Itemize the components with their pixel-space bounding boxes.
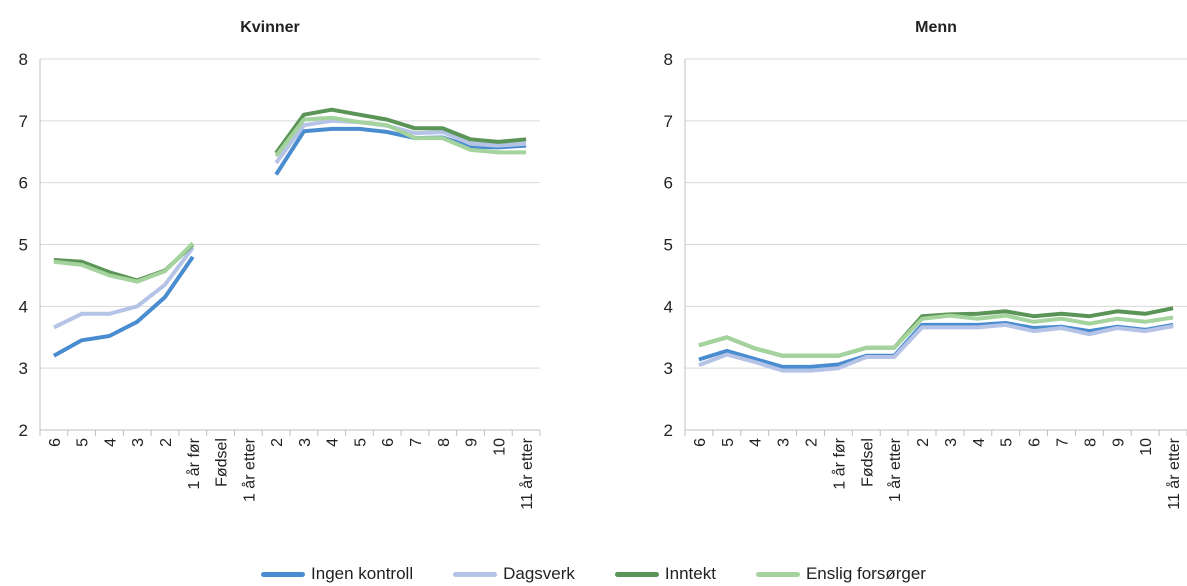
x-tick-label: 5 (720, 438, 737, 447)
legend-label-enslig-forsorger: Enslig forsørger (805, 564, 926, 583)
y-tick-label: 4 (19, 297, 28, 316)
y-tick-label: 2 (19, 421, 28, 440)
chart-title: Kvinner (240, 19, 300, 36)
x-tick-label: 6 (47, 438, 64, 447)
x-tick-label: 11 år etter (518, 437, 536, 509)
x-tick-label: 1 år før (185, 437, 203, 489)
x-tick-label: 3 (776, 438, 793, 447)
x-tick-label: 11 år etter (1165, 437, 1183, 509)
x-tick-label: 5 (352, 438, 369, 447)
x-tick-label: 10 (1138, 438, 1155, 456)
x-tick-label: 3 (130, 438, 147, 447)
legend-item-inntekt: Inntekt (614, 564, 716, 584)
y-tick-label: 8 (19, 50, 28, 69)
legend-swatch-inntekt (614, 571, 659, 577)
x-tick-label: 4 (971, 438, 988, 447)
panel-kvinner: Kvinner 2 3 4 5 6 7 8 6 5 4 3 2 1 år før Fødsel 1 år et… (19, 19, 541, 510)
y-tick-label: 6 (19, 174, 28, 193)
x-tick-label: 6 (1027, 438, 1044, 447)
x-tick-label: 7 (1055, 438, 1072, 447)
charts-canvas: Kvinner 2 3 4 5 6 7 8 6 5 4 3 2 1 år før Fødsel 1 år et… (19, 19, 1187, 510)
chart-title: Menn (915, 19, 957, 36)
x-tick-label: 4 (325, 438, 342, 447)
x-tick-label: 2 (269, 438, 286, 447)
x-tick-label: 2 (915, 438, 932, 447)
legend-label-inntekt: Inntekt (664, 564, 716, 583)
series-line-ingen-kontroll (698, 321, 1174, 369)
x-tick-label: 1 år før (830, 437, 848, 489)
x-tick-label: 8 (1082, 438, 1099, 447)
x-tick-label: 1 år etter (240, 437, 258, 502)
y-tick-label: 7 (664, 112, 673, 131)
legend-swatch-ingen-kontroll (261, 571, 306, 577)
y-tick-label: 5 (664, 236, 673, 255)
legend-swatch-dagsverk (453, 571, 498, 577)
legend: Ingen kontroll Dagsverk Inntekt Enslig f… (0, 562, 1187, 586)
x-tick-label: 10 (491, 438, 508, 456)
series-line-enslig-forsorger (698, 313, 1174, 358)
x-tick-label: 9 (464, 438, 481, 447)
x-tick-label: Fødsel (214, 438, 231, 487)
x-tick-label: 5 (999, 438, 1016, 447)
legend-label-ingen-kontroll: Ingen kontroll (311, 564, 414, 583)
y-tick-label: 6 (664, 174, 673, 193)
x-tick-label: 4 (748, 438, 765, 447)
legend-label-dagsverk: Dagsverk (503, 564, 575, 583)
y-tick-label: 2 (664, 421, 673, 440)
legend-swatch-enslig-forsorger (755, 571, 800, 577)
y-tick-label: 3 (664, 359, 673, 378)
x-tick-label: 4 (102, 438, 119, 447)
legend-item-dagsverk: Dagsverk (453, 564, 575, 584)
legend-item-ingen-kontroll: Ingen kontroll (261, 564, 413, 584)
x-tick-label: Fødsel (859, 438, 876, 487)
y-tick-label: 7 (19, 112, 28, 131)
x-tick-label: 2 (804, 438, 821, 447)
x-tick-label: 9 (1110, 438, 1127, 447)
x-tick-label: 5 (75, 438, 92, 447)
x-tick-label: 7 (408, 438, 425, 447)
x-tick-label: 8 (436, 438, 453, 447)
y-tick-label: 5 (19, 236, 28, 255)
series-line-dagsverk (698, 322, 1174, 373)
legend-item-enslig-forsorger: Enslig forsørger (755, 564, 926, 584)
y-tick-label: 4 (664, 297, 673, 316)
y-tick-label: 3 (19, 359, 28, 378)
series-line-ingen-kontroll (52, 126, 527, 358)
series-line-enslig-forsorger (53, 115, 527, 284)
panel-menn: Menn 2 3 4 5 6 7 8 6 5 4 3 2 1 år før Fødsel 1 år etter… (664, 19, 1187, 510)
x-tick-label: 6 (692, 438, 709, 447)
x-tick-label: 2 (158, 438, 175, 447)
y-tick-label: 8 (664, 50, 673, 69)
x-tick-label: 6 (380, 438, 397, 447)
x-tick-label: 3 (297, 438, 314, 447)
x-tick-label: 3 (943, 438, 960, 447)
x-tick-label: 1 år etter (886, 437, 904, 502)
